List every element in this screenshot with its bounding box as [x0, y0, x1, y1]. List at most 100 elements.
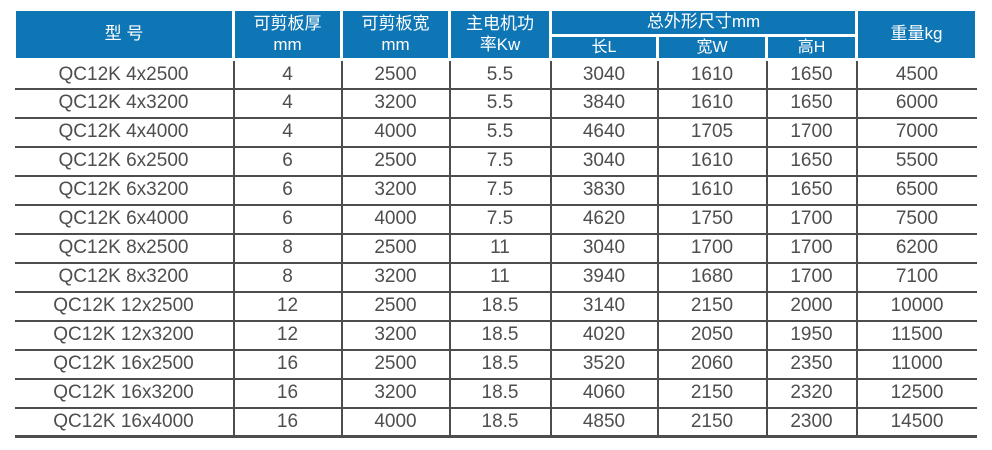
cell-power-kw: 7.5 — [449, 175, 552, 206]
cell-model: QC12K 12x2500 — [14, 291, 235, 322]
cell-width-mm: 4000 — [341, 407, 451, 439]
cell-power-kw: 18.5 — [449, 407, 552, 439]
cell-model: QC12K 4x3200 — [14, 88, 235, 119]
cell-width-mm: 2500 — [341, 291, 451, 322]
table-row: QC12K 8x3200 8 3200 11 3940 1680 1700 7100 — [14, 262, 977, 293]
cell-width-w: 2060 — [657, 349, 768, 380]
cell-height-h: 1650 — [766, 88, 858, 119]
col-header-weight: 重量kg — [855, 7, 978, 62]
spec-table: 型 号 可剪板厚 mm 可剪板宽 mm 主电机功 率Kw 总外形尺寸mm 重量k… — [13, 7, 978, 439]
col-header-power: 主电机功 率Kw — [448, 7, 552, 62]
cell-model: QC12K 4x2500 — [14, 59, 235, 90]
cell-width-w: 2150 — [657, 407, 768, 439]
col-header-width-line2: mm — [381, 34, 410, 54]
cell-weight-kg: 11000 — [856, 349, 977, 380]
cell-thickness-mm: 4 — [233, 59, 343, 90]
cell-height-h: 1700 — [766, 117, 858, 148]
cell-width-w: 1610 — [657, 175, 768, 206]
cell-width-mm: 2500 — [341, 146, 451, 177]
col-header-power-line1: 主电机功 — [466, 13, 534, 33]
cell-width-mm: 2500 — [341, 349, 451, 380]
table-row: QC12K 16x4000 16 4000 18.5 4850 2150 2300 14500 — [14, 407, 977, 439]
cell-model: QC12K 16x2500 — [14, 349, 235, 380]
cell-width-mm: 3200 — [341, 175, 451, 206]
cell-length-l: 3040 — [550, 146, 659, 177]
cell-length-l: 4640 — [550, 117, 659, 148]
spec-table-body: QC12K 4x2500 4 2500 5.5 3040 1610 1650 4500 QC12… — [14, 59, 977, 439]
cell-thickness-mm: 4 — [233, 117, 343, 148]
cell-model: QC12K 6x2500 — [14, 146, 235, 177]
col-header-width-line1: 可剪板宽 — [361, 13, 430, 33]
table-row: QC12K 8x2500 8 2500 11 3040 1700 1700 6200 — [14, 233, 977, 264]
col-header-dimensions-group: 总外形尺寸mm — [549, 8, 858, 37]
cell-model: QC12K 16x4000 — [14, 407, 235, 439]
cell-power-kw: 11 — [449, 262, 552, 293]
col-header-thickness-line2: mm — [273, 34, 302, 54]
cell-power-kw: 18.5 — [449, 349, 552, 380]
table-row: QC12K 6x2500 6 2500 7.5 3040 1610 1650 5500 — [14, 146, 977, 177]
cell-thickness-mm: 8 — [233, 262, 343, 293]
col-header-model: 型 号 — [13, 7, 235, 62]
cell-width-w: 1610 — [657, 59, 768, 90]
cell-length-l: 4020 — [550, 320, 659, 351]
cell-thickness-mm: 12 — [233, 291, 343, 322]
cell-length-l: 3040 — [550, 233, 659, 264]
cell-width-mm: 3200 — [341, 262, 451, 293]
table-row: QC12K 6x4000 6 4000 7.5 4620 1750 1700 7500 — [14, 204, 977, 235]
cell-height-h: 2350 — [766, 349, 858, 380]
table-row: QC12K 16x2500 16 2500 18.5 3520 2060 2350 11000 — [14, 349, 977, 380]
cell-power-kw: 18.5 — [449, 291, 552, 322]
table-row: QC12K 4x2500 4 2500 5.5 3040 1610 1650 4500 — [14, 59, 977, 90]
cell-weight-kg: 14500 — [856, 407, 977, 439]
cell-width-w: 1750 — [657, 204, 768, 235]
header-row-1: 型 号 可剪板厚 mm 可剪板宽 mm 主电机功 率Kw 总外形尺寸mm 重量k… — [13, 7, 978, 62]
cell-power-kw: 5.5 — [449, 88, 552, 119]
cell-height-h: 1650 — [766, 59, 858, 90]
cell-model: QC12K 4x4000 — [14, 117, 235, 148]
cell-weight-kg: 7000 — [856, 117, 977, 148]
cell-power-kw: 18.5 — [449, 378, 552, 409]
cell-width-mm: 4000 — [341, 117, 451, 148]
cell-thickness-mm: 6 — [233, 204, 343, 235]
cell-height-h: 1700 — [766, 233, 858, 264]
cell-weight-kg: 6200 — [856, 233, 977, 264]
cell-height-h: 2000 — [766, 291, 858, 322]
cell-power-kw: 7.5 — [449, 204, 552, 235]
cell-weight-kg: 5500 — [856, 146, 977, 177]
cell-length-l: 3830 — [550, 175, 659, 206]
cell-weight-kg: 4500 — [856, 59, 977, 90]
cell-width-w: 1610 — [657, 88, 768, 119]
header-row-2: 长L 宽W 高H — [15, 33, 977, 62]
cell-length-l: 4060 — [550, 378, 659, 409]
spec-table-header: 型 号 可剪板厚 mm 可剪板宽 mm 主电机功 率Kw 总外形尺寸mm 重量k… — [13, 7, 978, 62]
cell-length-l: 4850 — [550, 407, 659, 439]
cell-thickness-mm: 16 — [233, 349, 343, 380]
cell-width-mm: 3200 — [341, 88, 451, 119]
cell-weight-kg: 6000 — [856, 88, 977, 119]
cell-height-h: 1700 — [766, 204, 858, 235]
cell-length-l: 3040 — [550, 59, 659, 90]
cell-width-w: 2150 — [657, 291, 768, 322]
spec-table-container: 型 号 可剪板厚 mm 可剪板宽 mm 主电机功 率Kw 总外形尺寸mm 重量k… — [13, 7, 978, 439]
cell-power-kw: 7.5 — [449, 146, 552, 177]
cell-width-mm: 2500 — [341, 233, 451, 264]
cell-width-w: 1705 — [657, 117, 768, 148]
cell-power-kw: 5.5 — [449, 117, 552, 148]
cell-height-h: 1650 — [766, 146, 858, 177]
cell-power-kw: 5.5 — [449, 59, 552, 90]
table-row: QC12K 12x3200 12 3200 18.5 4020 2050 1950 11500 — [14, 320, 977, 351]
cell-thickness-mm: 6 — [233, 175, 343, 206]
cell-model: QC12K 6x3200 — [14, 175, 235, 206]
table-row: QC12K 12x2500 12 2500 18.5 3140 2150 2000 10000 — [14, 291, 977, 322]
cell-width-mm: 4000 — [341, 204, 451, 235]
cell-thickness-mm: 16 — [233, 378, 343, 409]
cell-weight-kg: 11500 — [856, 320, 977, 351]
cell-height-h: 2300 — [766, 407, 858, 439]
table-row: QC12K 4x4000 4 4000 5.5 4640 1705 1700 7000 — [14, 117, 977, 148]
cell-width-mm: 3200 — [341, 378, 451, 409]
col-header-width: 可剪板宽 mm — [340, 7, 451, 62]
cell-weight-kg: 7100 — [856, 262, 977, 293]
cell-height-h: 1700 — [766, 262, 858, 293]
cell-width-w: 2150 — [657, 378, 768, 409]
col-header-height: 高H — [765, 33, 858, 62]
